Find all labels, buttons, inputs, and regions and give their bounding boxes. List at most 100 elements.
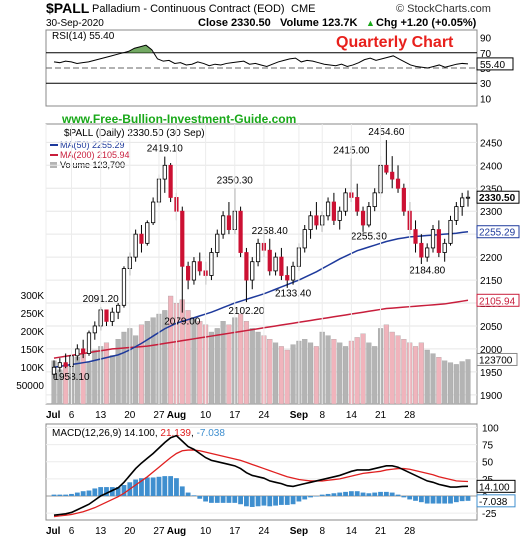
macd-histogram-bar [86,490,92,496]
rsi-last-box [476,57,514,71]
website-label: www.Free-Bullion-Investment-Guide.com [61,112,296,126]
close-value: Close 2330.50 [198,17,271,29]
macd-tick-label: 50 [482,458,494,469]
macd-histogram-bar [267,496,273,507]
volume-bar [86,362,92,405]
peak-label: 2258.40 [252,226,289,237]
volume-bar [290,344,296,405]
macd-last-value: 14.100 [479,482,510,493]
macd-histogram-bar [401,496,407,498]
macd-histogram-bar [436,496,442,504]
macd-histogram-bar [302,496,308,500]
volume-bar [138,324,145,405]
macd-histogram-bar [319,494,325,496]
candle-body [226,215,232,230]
macd-histogram-bar [232,496,238,503]
candle-body [343,192,348,212]
candle-body [57,362,62,368]
x-axis-label: Aug [167,410,186,421]
instrument-name: Palladium - Continuous Contract (EOD) [92,3,285,15]
volume-bar [412,346,419,405]
candle-body [401,187,406,212]
macd-histogram-bar [98,487,104,496]
peak-label: 2419.10 [147,144,184,155]
candle-body [325,201,331,217]
x-axis-label: 14 [346,410,358,421]
macd-tick-label: 100 [482,423,499,434]
exchange-label: CME [291,3,315,15]
volume-bar [208,331,214,405]
volume-bar [389,331,395,405]
candle-body [168,164,173,198]
x-axis-label: Aug [167,526,186,537]
macd-histogram-bar [238,496,243,505]
credit-label: © StockCharts.com [396,3,491,15]
macd-histogram-bar [395,494,401,496]
volume-bar [121,331,127,405]
candle-body [360,210,366,226]
volume-bar [459,361,465,405]
x-axis-label: Sep [290,410,308,421]
macd-histogram-bar [255,496,261,507]
volume-bar [150,317,156,405]
volume-tick-label: 300K [21,291,45,302]
macd-histogram-bar [279,496,284,505]
macd-histogram-bar [74,492,80,496]
macd-histogram-bar [144,477,150,496]
macd-histogram-bar [80,491,86,496]
volume-bar [168,295,174,405]
x-axis-label: 6 [69,410,75,421]
macd-tick-label: -25 [482,509,497,520]
macd-histogram-bar [442,496,448,504]
volume-bar [191,317,197,405]
price-legend-title: $PALL (Daily) 2330.50 (30 Sep) [64,128,205,139]
macd-histogram-bar [191,495,197,496]
macd-histogram-bar [378,491,383,496]
volume-bar [372,346,378,405]
macd-histogram-bar [261,496,267,506]
candle-body [121,268,127,306]
candle-body [430,229,436,249]
candle-body [133,233,138,258]
macd-tick-label: 75 [482,441,494,452]
macd-histogram-bar [249,496,255,507]
last-close-tag: 2330.50 [479,193,516,204]
volume-bar [220,321,226,405]
price-tick-label: 1900 [480,391,503,402]
candle-body [355,197,360,212]
x-axis-label: 27 [153,410,165,421]
price-tick-label: 2000 [480,345,503,356]
x-axis-label: 24 [258,410,270,421]
volume-bar [360,333,366,405]
macd-histogram-bar [284,496,290,505]
volume-bar [465,359,471,405]
macd-histogram-bar [424,496,430,504]
x-axis-label: 21 [375,410,387,421]
candle-body [186,265,191,281]
volume-tag: 123700 [479,355,513,366]
x-axis-label: 8 [319,526,325,537]
candle-body [442,242,447,253]
price-tick-label: 2200 [480,253,503,264]
macd-histogram-bar [459,496,465,502]
ma200-tag: 2105.94 [479,296,516,307]
x-axis-label: 10 [200,410,212,421]
macd-histogram-bar [360,492,366,496]
volume-bar [430,353,436,405]
macd-signal-line [53,449,469,518]
macd-panel [45,423,478,521]
macd-histogram-bar [174,478,179,496]
candle-body [110,311,115,322]
candle-body [436,229,441,253]
x-axis-label: 21 [375,526,387,537]
x-axis-label: 20 [124,410,136,421]
volume-bar [401,339,407,405]
volume-bar [63,364,69,405]
candle-body [92,325,97,334]
volume-bar [133,335,139,405]
candle-body [331,201,336,221]
rsi-last-value: 55.40 [480,60,505,71]
price-tick-label: 2450 [480,138,503,149]
volume-bar [325,335,331,405]
x-axis-label: 24 [258,526,270,537]
